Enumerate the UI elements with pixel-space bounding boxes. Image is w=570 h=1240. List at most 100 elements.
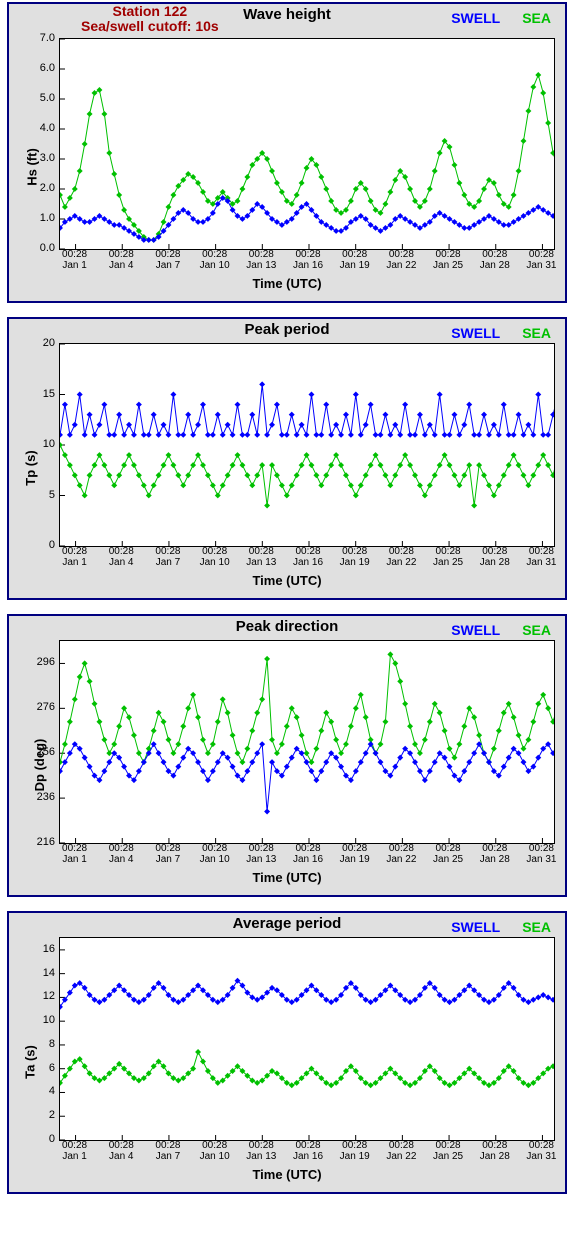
- x-tick-label: 00:28Jan 7: [155, 844, 180, 865]
- y-tick-labels: 05101520: [15, 343, 57, 545]
- y-tick-label: 6: [49, 1062, 55, 1074]
- x-tick-label: 00:28Jan 16: [293, 547, 323, 568]
- chart-panel-average_period: Average periodSWELLSEATa (s)024681012141…: [7, 911, 567, 1194]
- series: [60, 381, 555, 437]
- y-tick-label: 15: [43, 388, 55, 400]
- x-tick-label: 00:28Jan 31: [526, 547, 556, 568]
- chart-title: Peak period: [244, 321, 329, 338]
- x-tick-label: 00:28Jan 10: [200, 1141, 230, 1162]
- legend-swell: SWELL: [451, 622, 500, 638]
- x-tick-label: 00:28Jan 1: [62, 547, 87, 568]
- y-tick-label: 20: [43, 337, 55, 349]
- x-tick-labels: 00:28Jan 1 00:28Jan 4 00:28Jan 7 00:28Jan 1…: [59, 547, 555, 575]
- x-tick-label: 00:28Jan 7: [155, 1141, 180, 1162]
- x-tick-label: 00:28Jan 13: [246, 250, 276, 271]
- legend-swell: SWELL: [451, 325, 500, 341]
- titlebar: Station 122Sea/swell cutoff: 10s Wave hei…: [9, 4, 565, 38]
- x-tick-label: 00:28Jan 1: [62, 844, 87, 865]
- x-tick-label: 00:28Jan 16: [293, 1141, 323, 1162]
- x-tick-label: 00:28Jan 28: [480, 1141, 510, 1162]
- y-tick-label: 4: [49, 1085, 55, 1097]
- chart-panel-wave_height: Station 122Sea/swell cutoff: 10s Wave hei…: [7, 2, 567, 303]
- x-tick-labels: 00:28Jan 1 00:28Jan 4 00:28Jan 7 00:28Jan 1…: [59, 1141, 555, 1169]
- plot-wrap: Hs (ft)0.01.02.03.04.05.06.07.000:28Jan …: [15, 38, 559, 295]
- x-tick-label: 00:28Jan 16: [293, 844, 323, 865]
- legend: SWELLSEA: [451, 622, 551, 638]
- x-tick-label: 00:28Jan 16: [293, 250, 323, 271]
- y-tick-label: 16: [43, 943, 55, 955]
- chart-panel-peak_direction: Peak directionSWELLSEADp (deg)2162362562…: [7, 614, 567, 897]
- plot-svg: [60, 39, 555, 249]
- series: [60, 978, 555, 1010]
- chart-title: Wave height: [243, 6, 331, 23]
- series: [60, 1049, 555, 1088]
- x-tick-label: 00:28Jan 4: [109, 547, 134, 568]
- x-tick-label: 00:28Jan 1: [62, 250, 87, 271]
- x-tick-label: 00:28Jan 4: [109, 1141, 134, 1162]
- x-tick-labels: 00:28Jan 100:28Jan 400:28Jan 700:28Jan 1…: [59, 844, 555, 872]
- series: [60, 72, 555, 243]
- y-tick-labels: 0.01.02.03.04.05.06.07.0: [15, 38, 57, 248]
- y-tick-label: 296: [37, 656, 55, 668]
- x-tick-label: 00:28Jan 4: [109, 250, 134, 271]
- x-tick-label: 00:28Jan 13: [246, 547, 276, 568]
- x-tick-label: 00:28Jan 10: [200, 844, 230, 865]
- y-tick-label: 12: [43, 990, 55, 1002]
- y-tick-label: 0: [49, 1133, 55, 1145]
- x-tick-label: 00:28Jan 22: [386, 1141, 416, 1162]
- y-tick-label: 1.0: [40, 212, 55, 224]
- y-tick-label: 2: [49, 1109, 55, 1121]
- plot-svg: [60, 938, 555, 1140]
- x-tick-label: 00:28Jan 1: [62, 1141, 87, 1162]
- x-tick-label: 00:28Jan 7: [155, 250, 180, 271]
- x-tick-label: 00:28Jan 10: [200, 250, 230, 271]
- legend-swell: SWELL: [451, 10, 500, 26]
- station-line1: Station 122: [113, 3, 188, 19]
- legend: SWELLSEA: [451, 10, 551, 26]
- y-tick-label: 256: [37, 746, 55, 758]
- y-tick-label: 2.0: [40, 182, 55, 194]
- plot-svg: [60, 344, 555, 546]
- x-tick-label: 00:28Jan 25: [433, 250, 463, 271]
- y-tick-label: 4.0: [40, 122, 55, 134]
- plot-wrap: Ta (s)024681012141600:28Jan 100:28Jan 40…: [15, 937, 559, 1186]
- x-tick-label: 00:28Jan 31: [526, 1141, 556, 1162]
- y-tick-label: 7.0: [40, 32, 55, 44]
- x-tick-label: 00:28Jan 22: [386, 547, 416, 568]
- y-tick-label: 10: [43, 1014, 55, 1026]
- station-line2: Sea/swell cutoff: 10s: [81, 18, 219, 34]
- chart-title: Peak direction: [236, 618, 339, 635]
- y-tick-label: 216: [37, 836, 55, 848]
- y-tick-label: 10: [43, 438, 55, 450]
- x-tick-label: 00:28Jan 25: [433, 1141, 463, 1162]
- x-tick-label: 00:28Jan 7: [155, 547, 180, 568]
- x-tick-label: 00:28Jan 10: [200, 547, 230, 568]
- plot-area: [59, 343, 555, 547]
- y-tick-label: 14: [43, 967, 55, 979]
- y-tick-label: 276: [37, 701, 55, 713]
- chart-panel-peak_period: Peak periodSWELLSEATp (s)0510152000:28Ja…: [7, 317, 567, 600]
- plot-wrap: Dp (deg)21623625627629600:28Jan 100:28Ja…: [15, 640, 559, 889]
- x-axis-label: Time (UTC): [15, 573, 559, 592]
- titlebar: Peak direction SWELLSEA: [9, 616, 565, 640]
- x-tick-label: 00:28Jan 31: [526, 250, 556, 271]
- x-axis-label: Time (UTC): [15, 1167, 559, 1186]
- plot-area: [59, 937, 555, 1141]
- y-tick-label: 236: [37, 791, 55, 803]
- chart-title: Average period: [233, 915, 342, 932]
- y-tick-label: 3.0: [40, 152, 55, 164]
- legend: SWELLSEA: [451, 325, 551, 341]
- x-tick-label: 00:28Jan 28: [480, 547, 510, 568]
- y-tick-label: 5.0: [40, 92, 55, 104]
- series: [60, 442, 555, 509]
- y-tick-label: 5: [49, 489, 55, 501]
- x-tick-label: 00:28Jan 22: [386, 844, 416, 865]
- x-axis-label: Time (UTC): [15, 276, 559, 295]
- y-tick-label: 0: [49, 539, 55, 551]
- plot-svg: [60, 641, 555, 843]
- x-tick-label: 00:28Jan 22: [386, 250, 416, 271]
- x-tick-label: 00:28Jan 19: [340, 844, 370, 865]
- legend-swell: SWELL: [451, 919, 500, 935]
- x-tick-label: 00:28Jan 28: [480, 844, 510, 865]
- x-tick-label: 00:28Jan 28: [480, 250, 510, 271]
